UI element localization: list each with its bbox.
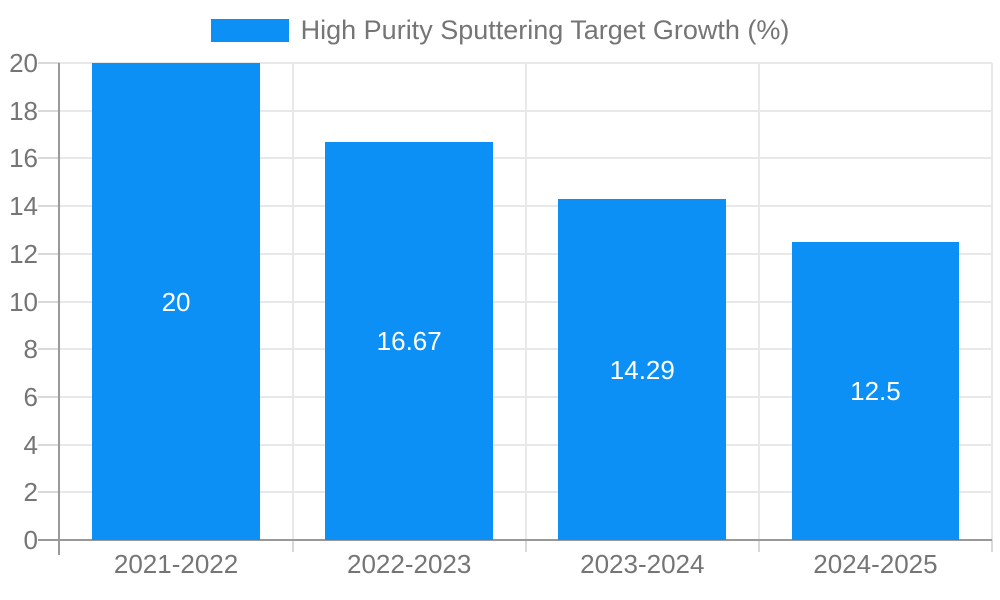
y-axis-tick-label: 12 <box>9 238 38 269</box>
y-axis-tick-label: 14 <box>9 191 38 222</box>
y-axis-tick <box>38 491 60 494</box>
y-axis-tick-label: 2 <box>23 477 38 508</box>
y-axis-tick-label: 0 <box>23 525 38 555</box>
gridline-vertical <box>291 63 294 540</box>
bar-2022-2023[interactable] <box>325 142 494 540</box>
bar-2024-2025[interactable] <box>791 241 960 540</box>
x-axis-tick <box>524 540 527 552</box>
y-axis-tick-label: 4 <box>23 429 38 460</box>
y-axis-tick <box>38 205 60 208</box>
bar-2021-2022[interactable] <box>92 63 260 540</box>
legend[interactable]: High Purity Sputtering Target Growth (%) <box>0 15 1000 46</box>
y-axis-tick-label: 6 <box>23 381 38 412</box>
x-axis-tick-label: 2022-2023 <box>347 549 472 579</box>
bar-value-label: 16.67 <box>376 326 442 357</box>
bar-value-label: 20 <box>161 286 191 317</box>
y-axis-tick <box>38 395 60 398</box>
bar-value-label: 12.5 <box>850 375 901 406</box>
x-axis-tick-label: 2024-2025 <box>813 549 938 579</box>
x-axis-tick <box>757 540 760 552</box>
y-axis-tick <box>38 348 60 351</box>
y-axis-tick-label: 8 <box>23 334 38 365</box>
gridline-vertical <box>524 63 527 540</box>
y-axis-tick <box>38 109 60 112</box>
x-axis-tick <box>291 540 294 552</box>
legend-label: High Purity Sputtering Target Growth (%) <box>300 15 790 45</box>
y-axis-tick-label: 18 <box>9 95 38 126</box>
y-axis-tick-label: 10 <box>9 286 38 317</box>
bar-value-label: 14.29 <box>609 354 675 385</box>
gridline-vertical <box>991 63 993 540</box>
y-axis-tick <box>38 443 60 446</box>
x-axis-line <box>38 538 992 541</box>
y-axis-tick <box>38 300 60 303</box>
y-axis-tick <box>38 157 60 160</box>
bar-2023-2024[interactable] <box>558 199 727 540</box>
gridline-vertical <box>757 63 760 540</box>
x-axis-tick-label: 2021-2022 <box>113 549 239 579</box>
y-axis-tick <box>38 62 60 64</box>
y-axis-tick-label: 16 <box>9 143 38 174</box>
x-axis-tick <box>991 540 993 552</box>
x-axis-tick-label: 2023-2024 <box>580 549 705 579</box>
y-axis-tick <box>38 252 60 255</box>
legend-swatch <box>210 19 289 43</box>
y-axis-tick-label: 20 <box>9 48 38 78</box>
y-axis-line <box>58 63 60 555</box>
